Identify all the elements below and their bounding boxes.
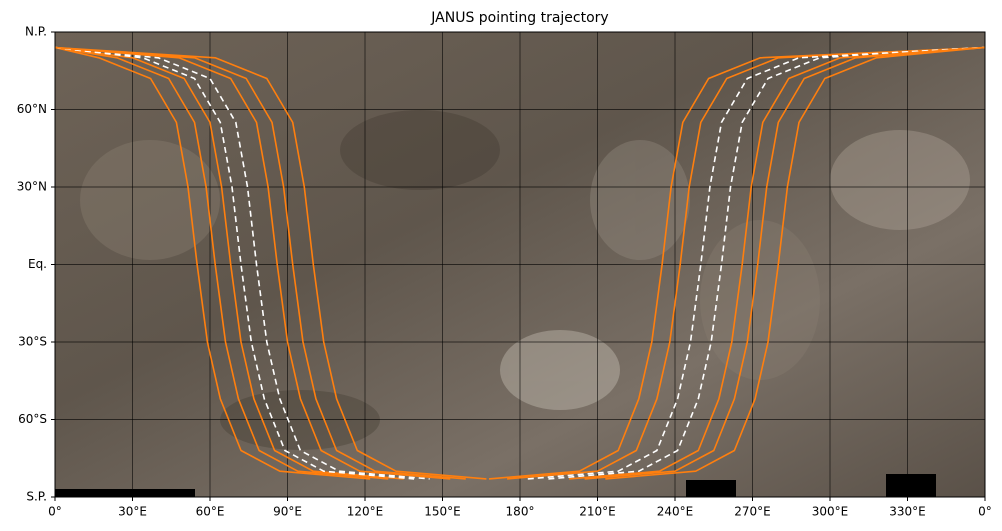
trajectory: [605, 46, 986, 480]
map-mask: [886, 474, 936, 497]
y-tick-label: N.P.: [25, 25, 47, 39]
x-tick-label: 0°: [978, 505, 992, 519]
map-texture: [80, 110, 970, 450]
trajectory: [569, 46, 986, 480]
trajectory: [54, 46, 404, 480]
y-tick-label: S.P.: [26, 490, 47, 504]
x-tick-label: 120°E: [347, 505, 384, 519]
trajectory: [54, 46, 415, 480]
x-tick-label: 90°E: [273, 505, 302, 519]
grid: [54, 31, 986, 498]
trajectory: [54, 46, 389, 480]
x-tick-label: 330°E: [889, 505, 926, 519]
trajectory: [584, 46, 986, 480]
y-tick-label: 60°N: [17, 102, 47, 116]
x-tick-label: 270°E: [734, 505, 771, 519]
y-tick-label: 60°S: [18, 412, 47, 426]
x-tick-label: 60°E: [196, 505, 225, 519]
map-mask: [686, 480, 736, 497]
map-mask: [55, 489, 195, 497]
y-tick-label: 30°S: [18, 335, 47, 349]
trajectory: [54, 46, 466, 480]
x-tick-label: 0°: [48, 505, 62, 519]
trajectory: [54, 46, 430, 480]
trajectory: [54, 46, 371, 480]
x-tick-label: 240°E: [657, 505, 694, 519]
chart-title: JANUS pointing trajectory: [430, 10, 608, 26]
trajectories: [54, 46, 986, 480]
trajectory: [507, 46, 986, 480]
trajectory: [54, 46, 451, 480]
x-tick-label: 150°E: [424, 505, 461, 519]
trajectory: [54, 46, 487, 480]
trajectory: [488, 46, 986, 480]
x-tick-label: 300°E: [812, 505, 849, 519]
x-tick-label: 180°: [506, 505, 535, 519]
y-tick-label: Eq.: [28, 257, 47, 271]
y-tick-label: 30°N: [17, 180, 47, 194]
x-tick-label: 30°E: [118, 505, 147, 519]
trajectory: [548, 46, 986, 480]
x-tick-label: 210°E: [579, 505, 616, 519]
